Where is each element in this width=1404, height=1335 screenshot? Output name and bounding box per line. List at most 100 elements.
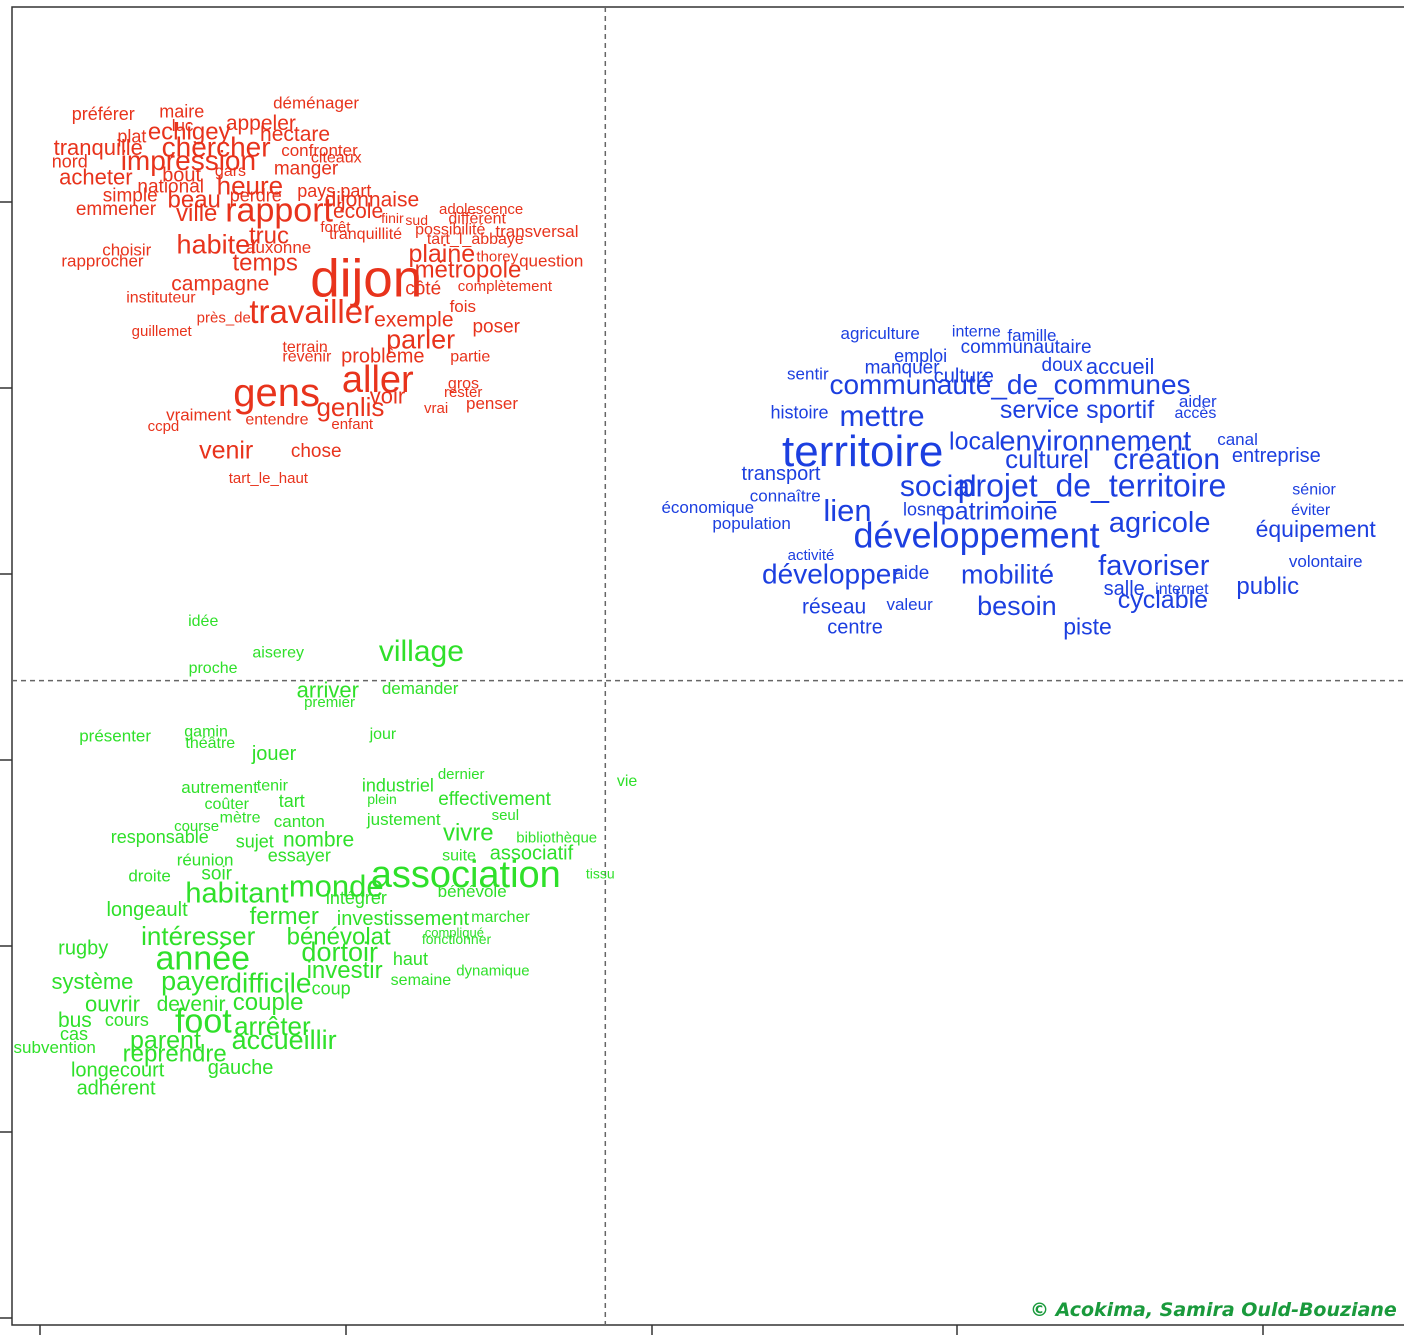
word-label: autrement	[181, 778, 258, 797]
word-label: longeault	[106, 899, 188, 921]
word-label: mobilité	[961, 559, 1054, 589]
word-label: tranquillité	[329, 226, 402, 243]
word-label: essayer	[268, 845, 331, 865]
word-label: ville	[176, 200, 217, 227]
word-label: adhérent	[77, 1078, 156, 1100]
word-label: tenir	[257, 778, 289, 795]
word-label: maire	[159, 102, 204, 122]
word-label: beau	[168, 186, 221, 213]
word-label: vrai	[424, 400, 448, 417]
word-label: système	[51, 969, 133, 994]
word-label: côté	[405, 278, 441, 299]
word-label: jouer	[251, 743, 297, 765]
word-label: famille	[1007, 326, 1056, 345]
word-label: association	[371, 854, 561, 896]
word-label: losne	[903, 500, 946, 520]
word-label: confronter	[281, 141, 358, 160]
word-label: gens	[233, 371, 320, 415]
word-label: transversal	[495, 222, 578, 241]
word-label: poser	[472, 317, 520, 338]
word-label: seul	[492, 807, 520, 824]
word-label: question	[519, 252, 583, 271]
word-label: réseau	[802, 595, 866, 618]
word-label: activité	[788, 547, 835, 564]
word-label: venir	[199, 437, 253, 465]
word-label: possibilité	[415, 222, 485, 239]
word-label: aide	[893, 563, 929, 584]
word-label: gamin	[184, 723, 228, 740]
word-label: bénévole	[438, 882, 507, 901]
word-label: payer	[161, 966, 229, 996]
word-label: emmener	[76, 199, 157, 220]
word-label: sportif	[1086, 396, 1154, 424]
word-label: longecourt	[71, 1059, 165, 1081]
reference-lines	[12, 7, 1404, 1325]
word-label: doux	[1042, 355, 1084, 376]
word-label: intéresser	[141, 921, 255, 951]
word-label: tart_le_haut	[229, 470, 309, 487]
word-label: patrimoine	[941, 498, 1058, 526]
word-label: aller	[342, 359, 414, 401]
word-label: penser	[466, 394, 518, 413]
word-label: développer	[762, 559, 901, 590]
word-label: problème	[341, 345, 424, 367]
word-label: communauté_de_communes	[829, 369, 1190, 400]
word-label: hectare	[260, 123, 330, 146]
word-label: bus	[58, 1009, 92, 1032]
word-label: exemple	[374, 308, 453, 331]
word-label: course	[174, 818, 219, 835]
word-label: bout	[162, 164, 201, 186]
word-label: gros	[448, 375, 479, 392]
word-label: rapprocher	[61, 252, 144, 271]
word-label: genlis	[316, 392, 384, 422]
word-label: gars	[215, 163, 246, 180]
word-label: national	[137, 177, 204, 198]
word-label: population	[712, 514, 790, 533]
word-label: dortoir	[301, 937, 378, 967]
word-label: coûter	[204, 796, 249, 813]
word-label: luc	[172, 116, 194, 135]
word-label: coup	[312, 979, 351, 999]
word-label: volontaire	[1289, 552, 1363, 571]
word-label: besoin	[977, 591, 1057, 621]
word-label: aiserey	[252, 644, 304, 661]
word-label: réunion	[177, 851, 234, 870]
word-label: école	[333, 200, 383, 223]
word-label: village	[379, 635, 464, 668]
word-label: auxonne	[246, 238, 311, 257]
word-label: communautaire	[961, 337, 1092, 358]
word-label: intégrer	[326, 888, 387, 908]
word-label: fermer	[250, 903, 319, 930]
word-label: vivre	[443, 819, 494, 846]
word-label: finir	[381, 210, 404, 226]
word-label: thorey	[476, 249, 518, 266]
word-label: connaître	[750, 487, 821, 506]
word-label: mettre	[839, 400, 924, 433]
word-label: foot	[175, 1003, 232, 1041]
word-label: accès	[1175, 405, 1217, 422]
word-label: agriculture	[840, 324, 919, 343]
word-label: dernier	[438, 766, 485, 783]
word-label: local	[949, 428, 1000, 456]
word-label: temps	[233, 250, 298, 277]
word-label: gauche	[208, 1057, 274, 1079]
word-label: près_de	[197, 310, 251, 327]
word-label: parler	[386, 324, 455, 354]
word-label: public	[1236, 573, 1299, 600]
word-label: favoriser	[1098, 550, 1210, 582]
word-label: culturel	[1005, 444, 1089, 474]
plot-frame	[11, 6, 1404, 1326]
word-label: service	[1000, 396, 1079, 424]
word-label: devenir	[157, 993, 226, 1016]
word-label: transport	[742, 463, 821, 485]
word-label: choisir	[102, 240, 151, 259]
word-label: appeler	[226, 112, 296, 135]
word-label: cas	[60, 1024, 88, 1044]
word-label: préférer	[72, 104, 135, 124]
word-label: manquer	[865, 357, 941, 378]
word-label: effectivement	[438, 789, 551, 810]
word-label: impression	[121, 145, 256, 176]
word-label: campagne	[171, 272, 269, 295]
